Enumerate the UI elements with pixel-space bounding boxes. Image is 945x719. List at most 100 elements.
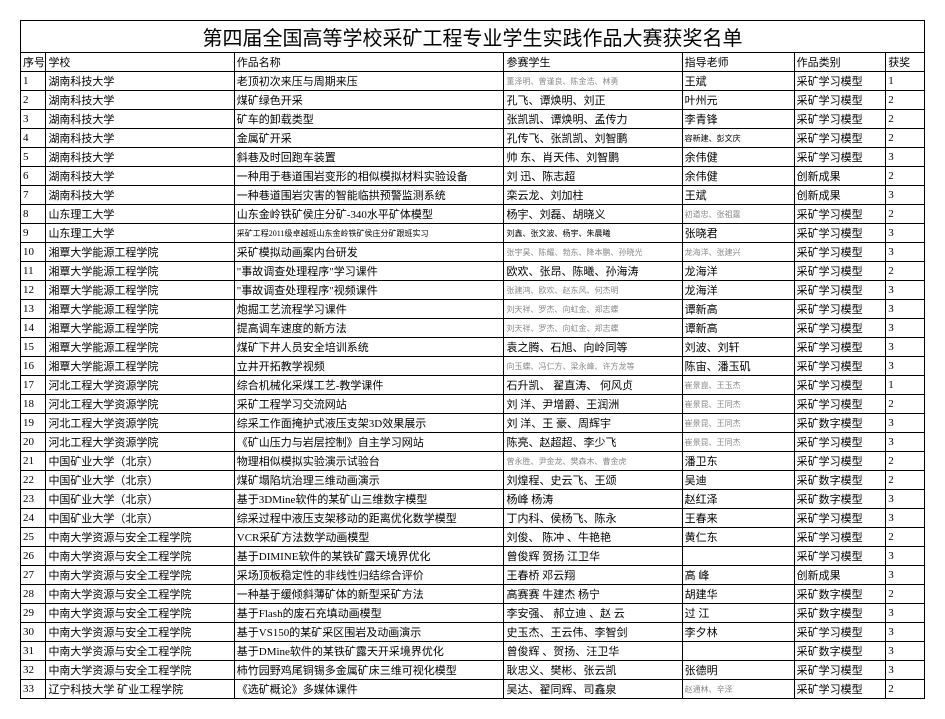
cell: 煤矿塌陷坑治理三维动画演示 — [234, 471, 504, 490]
cell: 孔传飞、张凯凯、刘智鹏 — [504, 129, 682, 148]
cell: 采矿学习模型 — [794, 148, 886, 167]
cell: 中国矿业大学（北京） — [46, 452, 234, 471]
cell: 煤矿绿色开采 — [234, 91, 504, 110]
cell: 矿车的卸载类型 — [234, 110, 504, 129]
cell: 24 — [21, 509, 46, 528]
cell: 石升凯、 翟直涛、 何风贞 — [504, 376, 682, 395]
cell: 采矿学习模型 — [794, 262, 886, 281]
cell: "事故调查处理程序"学习课件 — [234, 262, 504, 281]
cell: 2 — [886, 110, 925, 129]
cell: 采矿学习模型 — [794, 338, 886, 357]
cell: 金属矿开采 — [234, 129, 504, 148]
cell: 采矿模拟动画案内台研发 — [234, 243, 504, 262]
cell: 2 — [886, 262, 925, 281]
cell: 李安强、 郝立迪 、赵 云 — [504, 604, 682, 623]
cell: 陈宙、潘玉矶 — [682, 357, 794, 376]
cell: 3 — [886, 186, 925, 205]
cell: 提高调车速度的新方法 — [234, 319, 504, 338]
header-teacher: 指导老师 — [682, 53, 794, 72]
cell: 3 — [886, 661, 925, 680]
cell: 16 — [21, 357, 46, 376]
cell: 采矿学习模型 — [794, 357, 886, 376]
cell: 河北工程大学资源学院 — [46, 376, 234, 395]
table-row: 13湘覃大学能源工程学院炮掘工艺流程学习课件刘天祥、罗杰、向虹金、郑志蝶谭新高采… — [21, 300, 925, 319]
cell: 刘波、刘轩 — [682, 338, 794, 357]
cell: 采矿数字模型 — [794, 642, 886, 661]
cell: 2 — [21, 91, 46, 110]
cell: 32 — [21, 661, 46, 680]
cell: 一种用于巷道围岩变形的相似模拟材料实验设备 — [234, 167, 504, 186]
cell: 2 — [886, 167, 925, 186]
cell: 赵通林、辛泽 — [682, 680, 794, 699]
cell: 3 — [886, 300, 925, 319]
cell: 中国矿业大学（北京） — [46, 509, 234, 528]
header-school: 学校 — [46, 53, 234, 72]
cell: 中南大学资源与安全工程学院 — [46, 604, 234, 623]
table-row: 4湖南科技大学金属矿开采孔传飞、张凯凯、刘智鹏容新建、彭文庆采矿学习模型2 — [21, 129, 925, 148]
cell: 采矿数字模型 — [794, 471, 886, 490]
cell: 曾永胜、尹金龙、樊森木、曹金虎 — [504, 452, 682, 471]
table-row: 9山东理工大学采矿工程2011级卓越班山东金岭铁矿侯庄分矿跟班实习刘鑫、张文波、… — [21, 224, 925, 243]
cell: 容新建、彭文庆 — [682, 129, 794, 148]
cell: 中国矿业大学（北京） — [46, 471, 234, 490]
cell: 采矿学习模型 — [794, 129, 886, 148]
cell: 采矿数字模型 — [794, 490, 886, 509]
table-row: 3湖南科技大学矿车的卸载类型张凯凯、谭焕明、孟传力李青锋采矿学习模型2 — [21, 110, 925, 129]
cell: 33 — [21, 680, 46, 699]
cell: 刘俊、 陈冲 、牛艳艳 — [504, 528, 682, 547]
cell: 创新成果 — [794, 167, 886, 186]
cell: 谭新高 — [682, 319, 794, 338]
cell: 25 — [21, 528, 46, 547]
cell: 中南大学资源与安全工程学院 — [46, 566, 234, 585]
cell: 湖南科技大学 — [46, 186, 234, 205]
cell: 3 — [886, 566, 925, 585]
table-row: 31中南大学资源与安全工程学院基于DMine软件的某铁矿露天开采境界优化曾俊辉 … — [21, 642, 925, 661]
cell: 2 — [886, 471, 925, 490]
cell: 湖南科技大学 — [46, 91, 234, 110]
cell: 采矿学习模型 — [794, 281, 886, 300]
cell: 高赛赛 牛建杰 杨宁 — [504, 585, 682, 604]
cell: 1 — [21, 72, 46, 91]
cell: 龙海洋 — [682, 262, 794, 281]
cell: 张晓君 — [682, 224, 794, 243]
cell: 刘 迅、陈志超 — [504, 167, 682, 186]
cell: 4 — [21, 129, 46, 148]
cell: 采矿学习模型 — [794, 91, 886, 110]
cell: 中南大学资源与安全工程学院 — [46, 623, 234, 642]
cell: 柿竹园野鸡尾铜锡多金属矿床三维可视化模型 — [234, 661, 504, 680]
cell: 1 — [886, 376, 925, 395]
cell: 湘覃大学能源工程学院 — [46, 338, 234, 357]
cell: 采矿数字模型 — [794, 604, 886, 623]
cell: 河北工程大学资源学院 — [46, 395, 234, 414]
cell: 3 — [886, 319, 925, 338]
cell: 14 — [21, 319, 46, 338]
table-row: 1湖南科技大学老顶初次来压与周期来压董泽明、曾谨良、陈金浩、林勇王斌采矿学习模型… — [21, 72, 925, 91]
cell: 3 — [886, 414, 925, 433]
cell: 湖南科技大学 — [46, 167, 234, 186]
cell: 刘天祥、罗杰、向虹金、郑志蝶 — [504, 300, 682, 319]
cell: 崔景崑、王玉杰 — [682, 376, 794, 395]
table-row: 12湘覃大学能源工程学院"事故调查处理程序"视频课件张建鸿、欧欢、赵东风、何杰明… — [21, 281, 925, 300]
cell: 湘覃大学能源工程学院 — [46, 300, 234, 319]
cell: 采矿学习模型 — [794, 205, 886, 224]
header-award: 获奖 — [886, 53, 925, 72]
cell: 董泽明、曾谨良、陈金浩、林勇 — [504, 72, 682, 91]
table-row: 26中南大学资源与安全工程学院基于DIMINE软件的某铁矿露天境界优化曾俊辉 贺… — [21, 547, 925, 566]
cell: 《矿山压力与岩层控制》自主学习网站 — [234, 433, 504, 452]
cell: 基于DMine软件的某铁矿露天开采境界优化 — [234, 642, 504, 661]
cell: 初道忠、张祖霆 — [682, 205, 794, 224]
cell: 余伟健 — [682, 167, 794, 186]
cell: 湘覃大学能源工程学院 — [46, 319, 234, 338]
table-row: 10湘覃大学能源工程学院采矿模拟动画案内台研发张宇昊、陈耀、勃东、降本鹏、孙晓光… — [21, 243, 925, 262]
cell: 28 — [21, 585, 46, 604]
table-row: 8山东理工大学山东金岭铁矿侯庄分矿-340水平矿体模型杨宇、刘磊、胡晓义初道忠、… — [21, 205, 925, 224]
cell: 17 — [21, 376, 46, 395]
cell: 27 — [21, 566, 46, 585]
cell: 王斌 — [682, 186, 794, 205]
cell: 采矿学习模型 — [794, 110, 886, 129]
cell: 采矿学习模型 — [794, 623, 886, 642]
cell: 9 — [21, 224, 46, 243]
cell: 中国矿业大学（北京） — [46, 490, 234, 509]
cell: 赵红泽 — [682, 490, 794, 509]
table-row: 14湘覃大学能源工程学院提高调车速度的新方法刘天祥、罗杰、向虹金、郑志蝶谭新高采… — [21, 319, 925, 338]
